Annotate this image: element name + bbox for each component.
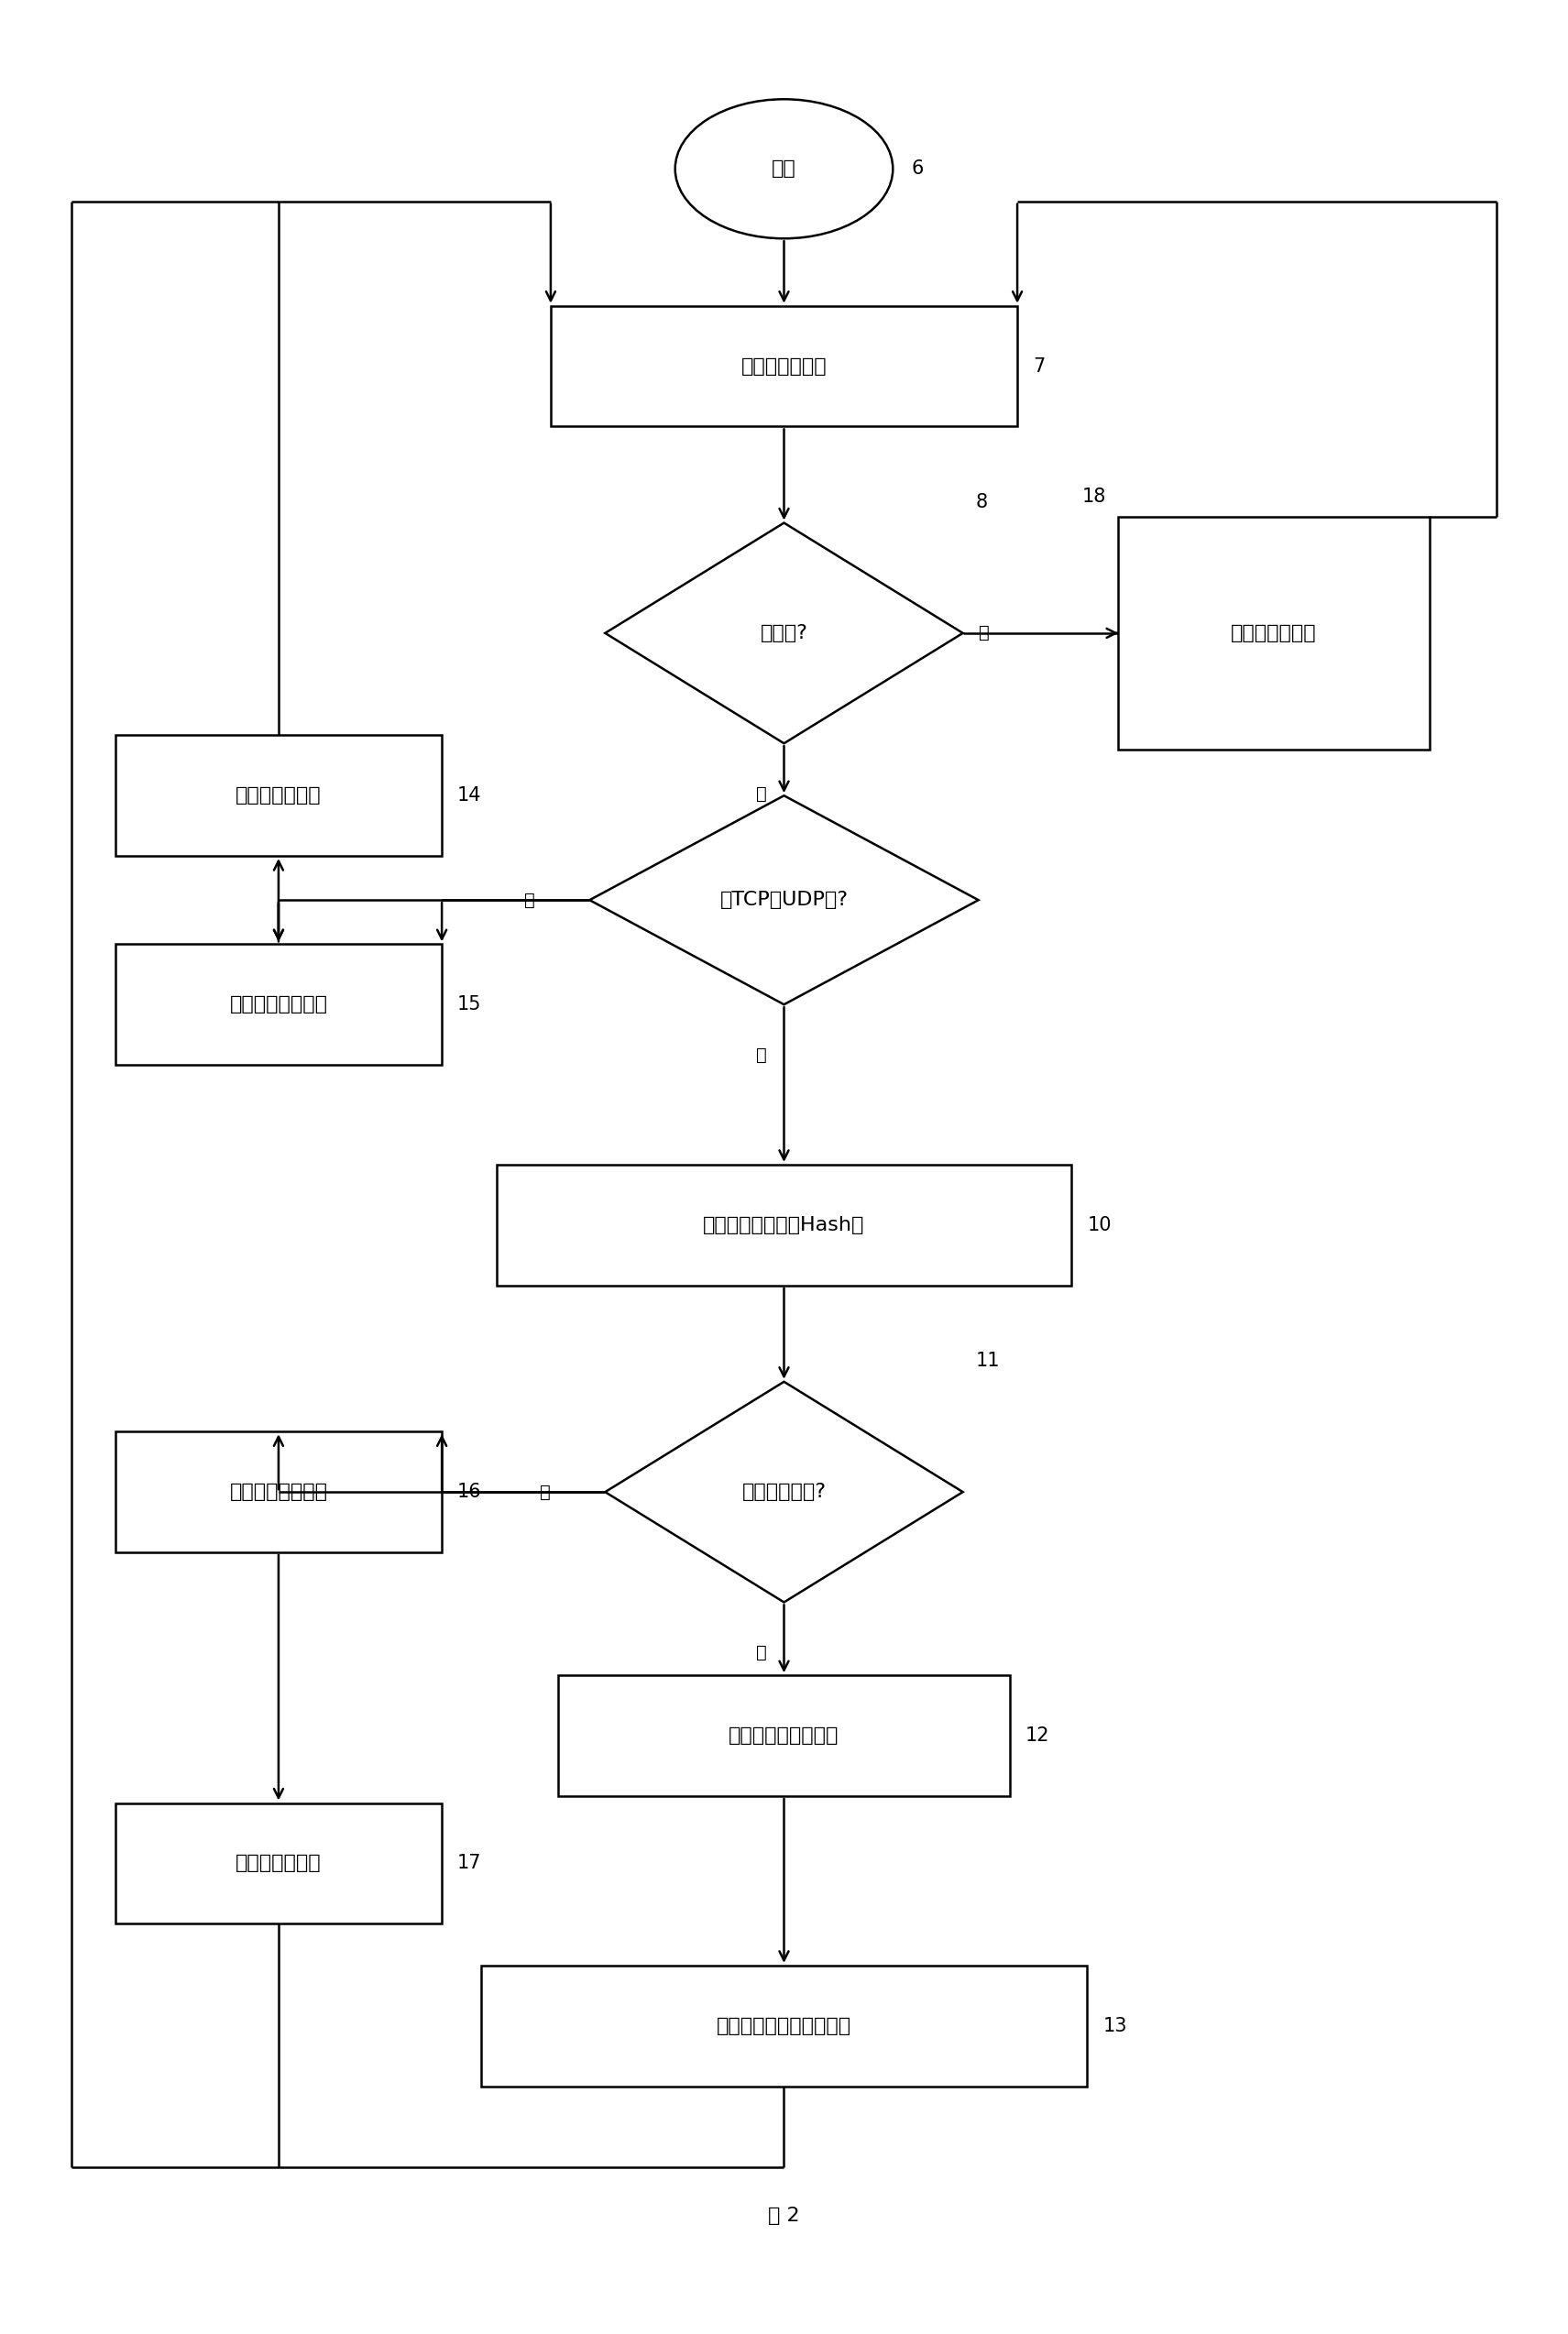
Text: 转发至该探测器: 转发至该探测器 — [235, 1853, 321, 1872]
Bar — [114, 945, 442, 1064]
Bar — [558, 1676, 1010, 1797]
Text: 转发至已连接探测器: 转发至已连接探测器 — [729, 1727, 839, 1746]
Polygon shape — [590, 796, 978, 1004]
Text: 根据包标志修改连接状态: 根据包标志修改连接状态 — [717, 2017, 851, 2035]
Polygon shape — [605, 523, 963, 742]
Bar — [481, 1965, 1087, 2087]
Text: 否: 否 — [539, 1484, 550, 1501]
Bar — [550, 306, 1018, 427]
Bar — [114, 1431, 442, 1552]
Ellipse shape — [676, 100, 892, 238]
Text: 是: 是 — [756, 784, 767, 803]
Text: 8: 8 — [975, 492, 988, 511]
Text: 接收一个数据包: 接收一个数据包 — [742, 357, 826, 376]
Bar — [497, 1165, 1071, 1286]
Text: 10: 10 — [1087, 1216, 1112, 1235]
Text: 是: 是 — [756, 1643, 767, 1662]
Text: 14: 14 — [458, 787, 481, 805]
Text: 17: 17 — [458, 1853, 481, 1872]
Text: 开始: 开始 — [771, 159, 797, 177]
Text: 16: 16 — [458, 1482, 481, 1501]
Bar — [114, 1804, 442, 1923]
Text: 13: 13 — [1102, 2017, 1127, 2035]
Text: 图 2: 图 2 — [768, 2208, 800, 2224]
Text: 转发开?: 转发开? — [760, 623, 808, 642]
Text: 是TCP或UDP包?: 是TCP或UDP包? — [720, 892, 848, 910]
Text: 6: 6 — [911, 159, 924, 177]
Text: 计算地址与端口的Hash值: 计算地址与端口的Hash值 — [702, 1216, 866, 1235]
Text: 交给上层协议栈: 交给上层协议栈 — [1231, 623, 1317, 642]
Text: 否: 否 — [524, 892, 535, 908]
Text: 7: 7 — [1033, 357, 1044, 376]
Polygon shape — [605, 1382, 963, 1601]
Text: 活动连接状态?: 活动连接状态? — [742, 1482, 826, 1501]
Text: 12: 12 — [1025, 1727, 1049, 1746]
Text: 取最空闲的探测器: 取最空闲的探测器 — [229, 994, 328, 1013]
Text: 18: 18 — [1082, 488, 1105, 506]
Text: 15: 15 — [458, 994, 481, 1013]
Text: 否: 否 — [978, 626, 989, 642]
Text: 取最空闲的探测器: 取最空闲的探测器 — [229, 1482, 328, 1501]
Text: 11: 11 — [975, 1351, 999, 1370]
Bar — [114, 735, 442, 857]
Bar — [1118, 518, 1430, 749]
Text: 转发至该探测器: 转发至该探测器 — [235, 787, 321, 805]
Text: 是: 是 — [756, 1046, 767, 1064]
